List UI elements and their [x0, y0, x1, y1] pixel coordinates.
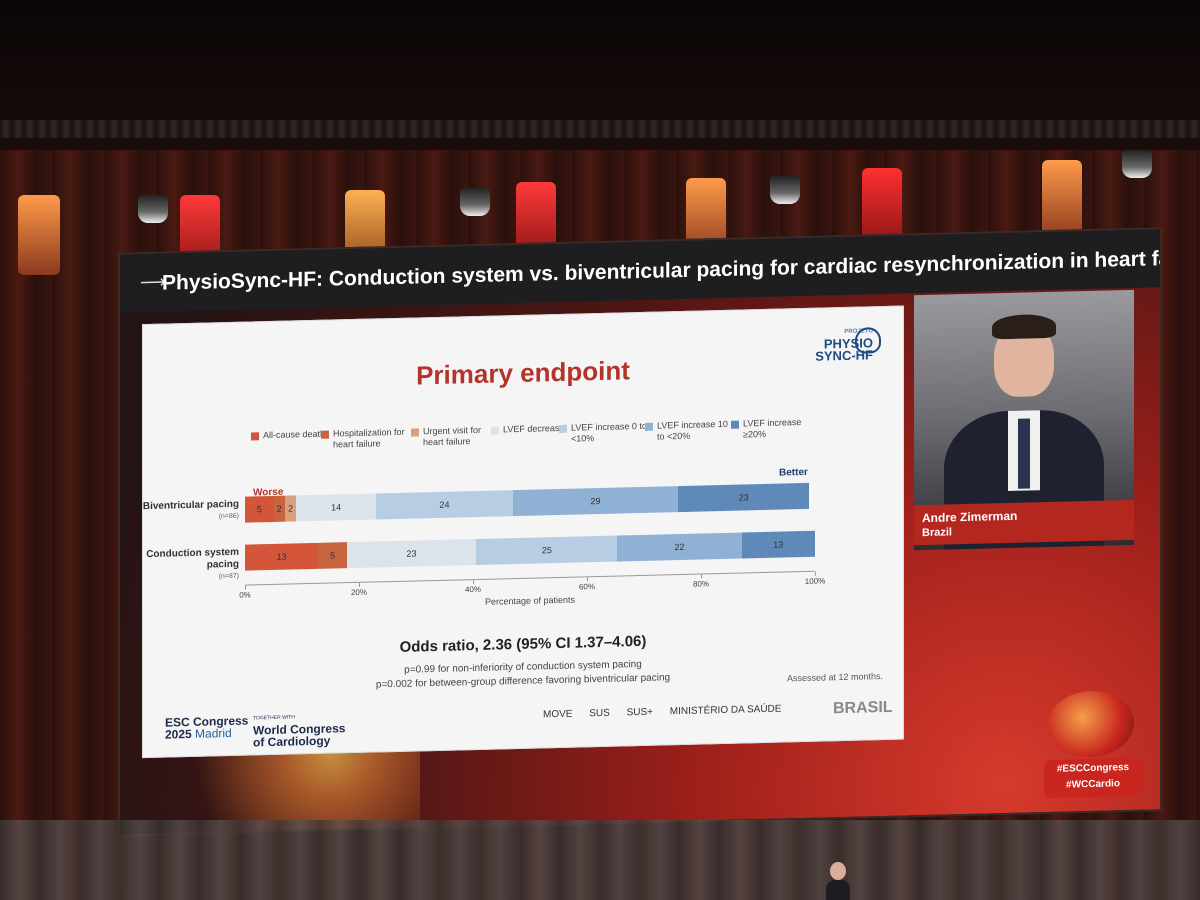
- bar-row-biventricular: 5 2 2 14 24 29 23: [245, 482, 815, 523]
- legend-swatch: [411, 428, 419, 437]
- legend-label: All-cause death: [263, 428, 326, 441]
- x-tick-label: 100%: [804, 576, 826, 586]
- bar-segment: 13: [741, 530, 815, 559]
- audience-person: [826, 862, 850, 900]
- spotlight-lamp: [1122, 150, 1152, 178]
- legend-swatch: [731, 420, 739, 429]
- x-axis: [245, 570, 815, 586]
- speaker-name: Andre Zimerman: [922, 508, 1018, 526]
- legend-swatch: [491, 426, 499, 435]
- speaker-country: Brazil: [922, 526, 952, 540]
- row-label-biventricular: Biventricular pacing (n=86): [142, 498, 239, 521]
- legend-item: LVEF increase 0 to <10%: [559, 420, 651, 445]
- x-tick-label: 80%: [692, 579, 709, 589]
- x-tick: [245, 585, 246, 590]
- x-axis-title: Percentage of patients: [484, 594, 576, 607]
- x-tick: [815, 571, 816, 576]
- bar-segment: 23: [346, 538, 477, 569]
- chart-legend: All-cause death Hospitalization for heart…: [251, 417, 813, 471]
- legend-label: Hospitalization for heart failure: [333, 426, 405, 450]
- x-tick: [473, 580, 474, 585]
- physiosync-logo: PROJETO PHYSIO SYNC-HF: [783, 325, 881, 364]
- better-label: Better: [779, 466, 808, 479]
- bar-segment: 13: [245, 542, 319, 571]
- heart-icon: [855, 327, 881, 354]
- x-tick-label: 20%: [350, 587, 367, 598]
- legend-swatch: [645, 422, 653, 431]
- x-tick: [587, 577, 588, 582]
- speaker-hair: [992, 313, 1056, 340]
- bar-segment: 25: [476, 535, 618, 565]
- stage-floor: [0, 820, 1200, 900]
- bar-segment: 2: [284, 495, 297, 522]
- row-label-conduction: Conduction system pacing (n=87): [146, 546, 239, 581]
- bar-segment: 23: [678, 482, 810, 513]
- legend-swatch: [251, 432, 259, 441]
- sponsor-logos: MOVE SUS SUS+ MINISTÉRIO DA SAÚDE: [543, 703, 782, 721]
- x-tick: [701, 574, 702, 579]
- legend-label: LVEF increase ≥20%: [743, 417, 802, 440]
- legend-label: Urgent visit for heart failure: [423, 424, 482, 448]
- speaker-nameplate: Andre Zimerman Brazil: [914, 499, 1134, 546]
- brasil-logo: BRASIL: [833, 698, 893, 718]
- speaker-tie: [1018, 418, 1030, 489]
- legend-label: LVEF decrease: [503, 422, 565, 435]
- x-tick: [359, 582, 360, 587]
- bar-segment: 5: [245, 495, 274, 523]
- hashtag-badge: #ESCCongress #WCCardio: [1044, 757, 1142, 799]
- bar-segment: 22: [617, 532, 742, 562]
- bar-segment: 29: [512, 486, 679, 517]
- spotlight-lamp: [138, 195, 168, 223]
- stage-light: [18, 195, 60, 275]
- legend-item: LVEF increase 10 to <20%: [645, 418, 737, 443]
- x-tick-label: 40%: [464, 584, 481, 595]
- projection-screen: ⟶ PhysioSync-HF: Conduction system vs. b…: [118, 227, 1162, 837]
- ceiling: [0, 0, 1200, 170]
- spotlight-lamp: [770, 176, 800, 204]
- x-tick-label: 0%: [239, 590, 251, 600]
- legend-item: LVEF increase ≥20%: [731, 417, 823, 441]
- legend-swatch: [321, 430, 329, 439]
- bar-row-conduction: 13 5 23 25 22 13: [245, 530, 815, 571]
- stage-light: [1042, 160, 1082, 240]
- legend-label: LVEF increase 0 to <10%: [571, 420, 647, 444]
- bar-segment: 5: [318, 542, 347, 569]
- x-tick-label: 60%: [578, 582, 595, 592]
- legend-item: Hospitalization for heart failure: [321, 426, 413, 451]
- slide: Primary endpoint PROJETO PHYSIO SYNC-HF …: [142, 305, 904, 759]
- bar-segment: 24: [376, 490, 513, 520]
- legend-item: All-cause death: [251, 428, 343, 441]
- spotlight-lamp: [460, 188, 490, 216]
- esc-congress-logo: ESC Congress 2025 Madrid: [165, 713, 249, 742]
- legend-label: LVEF increase 10 to <20%: [657, 418, 728, 442]
- bar-segment: 2: [273, 495, 285, 522]
- wcc-logo: TOGETHER WITH World Congress of Cardiolo…: [253, 714, 346, 750]
- bar-segment: 14: [296, 493, 377, 522]
- lighting-truss: [0, 120, 1200, 138]
- presentation-title: PhysioSync-HF: Conduction system vs. biv…: [162, 246, 1162, 295]
- legend-swatch: [559, 424, 567, 433]
- assessment-note: Assessed at 12 months.: [786, 671, 883, 684]
